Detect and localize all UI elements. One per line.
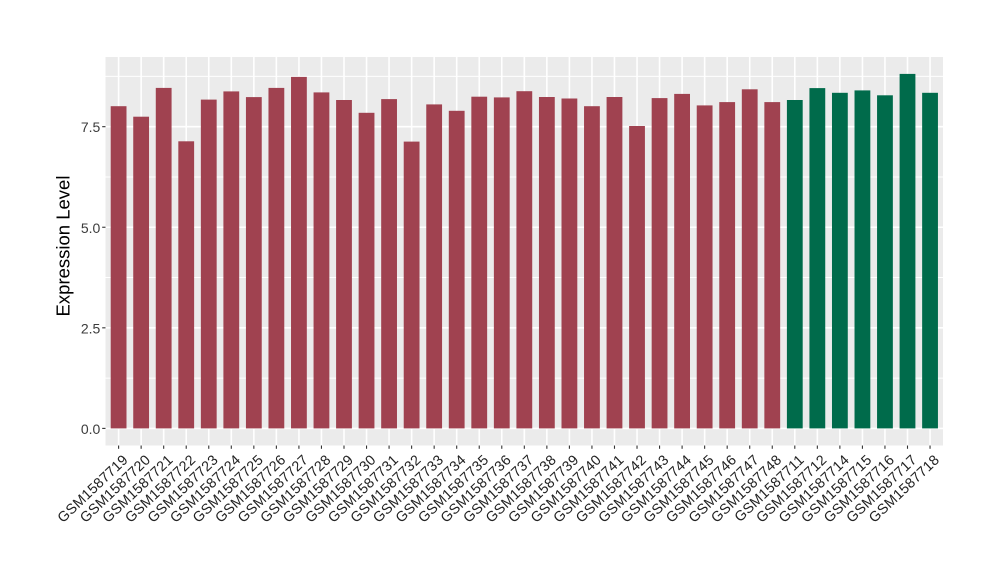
svg-text:2.5: 2.5: [81, 320, 101, 336]
svg-text:5.0: 5.0: [81, 220, 101, 236]
svg-text:7.5: 7.5: [81, 119, 101, 135]
svg-text:0.0: 0.0: [81, 421, 101, 437]
svg-text:Expression Level: Expression Level: [52, 176, 73, 317]
